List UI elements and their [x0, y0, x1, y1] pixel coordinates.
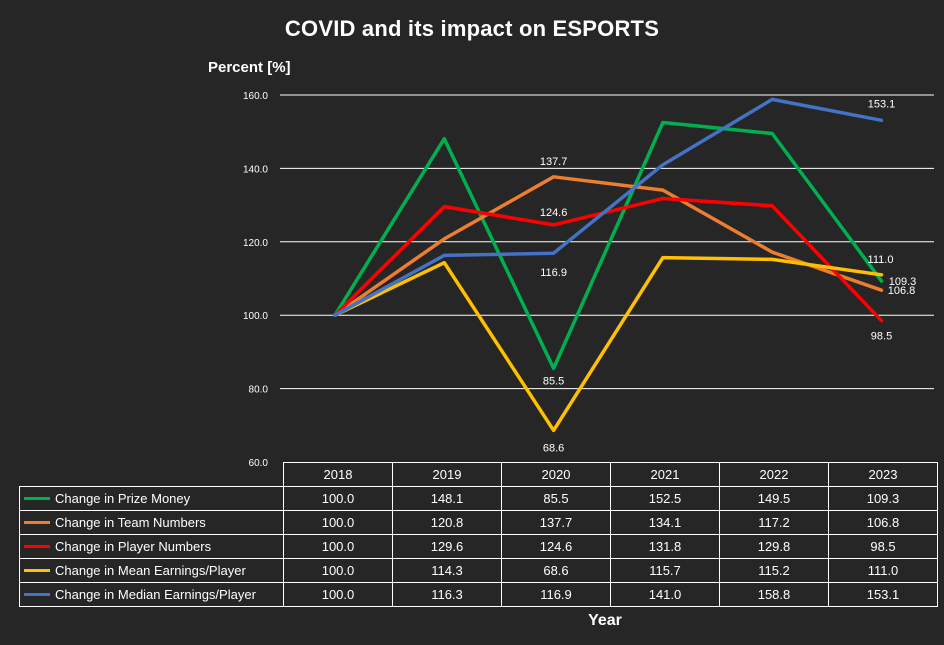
data-label: 124.6 — [540, 207, 568, 219]
table-cell: 109.3 — [828, 486, 938, 511]
series-line-1 — [333, 175, 884, 317]
data-label: 98.5 — [871, 331, 892, 343]
data-label: 85.5 — [543, 375, 564, 387]
table-row: Change in Prize Money 100.0 148.1 85.5 152.5… — [19, 486, 938, 511]
y-tick-label: 60.0 — [249, 458, 269, 469]
legend-key-icon — [24, 521, 50, 525]
legend-entry: Change in Mean Earnings/Player — [19, 558, 284, 583]
data-label: 137.7 — [540, 156, 568, 168]
y-tick-label: 120.0 — [243, 238, 268, 249]
table-cell: 100.0 — [283, 486, 393, 511]
legend-entry: Change in Median Earnings/Player — [19, 582, 284, 607]
legend-label: Change in Team Numbers — [55, 515, 206, 530]
table-corner — [20, 463, 284, 487]
table-cell: 116.3 — [392, 582, 502, 607]
table-cell: 117.2 — [719, 510, 829, 535]
table-header-year: 2022 — [719, 462, 829, 487]
table-cell: 115.2 — [719, 558, 829, 583]
table-header-year: 2020 — [501, 462, 611, 487]
y-axis-label: Percent [%] — [208, 59, 291, 76]
legend-key-icon — [24, 593, 50, 597]
table-cell: 141.0 — [610, 582, 720, 607]
data-label: 109.3 — [889, 276, 917, 288]
table-row: Change in Team Numbers 100.0 120.8 137.7 134… — [19, 510, 938, 535]
data-label: 116.9 — [540, 267, 567, 279]
table-cell: 120.8 — [392, 510, 502, 535]
table-cell: 131.8 — [610, 534, 720, 559]
legend-key-icon — [24, 569, 50, 573]
table-cell: 116.9 — [501, 582, 611, 607]
table-row: Change in Player Numbers 100.0 129.6 124.6 1… — [19, 534, 938, 559]
y-tick-label: 80.0 — [249, 385, 269, 396]
table-cell: 129.8 — [719, 534, 829, 559]
data-label: 68.6 — [543, 442, 564, 454]
table-cell: 114.3 — [392, 558, 502, 583]
chart-title: COVID and its impact on ESPORTS — [284, 16, 660, 41]
series-line-0 — [333, 120, 884, 371]
table-cell: 129.6 — [392, 534, 502, 559]
table-cell: 149.5 — [719, 486, 829, 511]
series-line-3 — [333, 255, 884, 433]
y-tick-label: 160.0 — [243, 91, 268, 102]
table-cell: 148.1 — [392, 486, 502, 511]
table-cell: 153.1 — [828, 582, 938, 607]
table-header-year: 2023 — [828, 462, 938, 487]
legend-entry: Change in Player Numbers — [19, 534, 284, 559]
legend-label: Change in Prize Money — [55, 491, 191, 506]
table-cell: 100.0 — [283, 510, 393, 535]
table-cell: 152.5 — [610, 486, 720, 511]
table-cell: 106.8 — [828, 510, 938, 535]
table-cell: 115.7 — [610, 558, 720, 583]
table-cell: 158.8 — [719, 582, 829, 607]
legend-key-icon — [24, 545, 50, 549]
table-cell: 100.0 — [283, 534, 393, 559]
legend-label: Change in Mean Earnings/Player — [55, 563, 246, 578]
legend-entry: Change in Team Numbers — [19, 510, 284, 535]
table-cell: 134.1 — [610, 510, 720, 535]
data-label: 153.1 — [868, 98, 896, 110]
table-header-year: 2018 — [283, 462, 393, 487]
series-line-2 — [333, 196, 884, 323]
data-label: 111.0 — [868, 254, 894, 266]
table-cell: 124.6 — [501, 534, 611, 559]
legend-label: Change in Median Earnings/Player — [55, 587, 256, 602]
table-header-year: 2021 — [610, 462, 720, 487]
table-cell: 137.7 — [501, 510, 611, 535]
table-cell: 100.0 — [283, 558, 393, 583]
legend-label: Change in Player Numbers — [55, 539, 212, 554]
data-table: 2018 2019 2020 2021 2022 2023 Change in Prize … — [19, 462, 938, 607]
y-tick-label: 140.0 — [243, 164, 268, 175]
data-label: 106.8 — [888, 285, 916, 297]
table-cell: 100.0 — [283, 582, 393, 607]
table-row: Change in Median Earnings/Player 100.0 116… — [19, 582, 938, 607]
legend-key-icon — [24, 497, 50, 501]
legend-entry: Change in Prize Money — [19, 486, 284, 511]
table-cell: 98.5 — [828, 534, 938, 559]
x-axis-label: Year — [588, 612, 622, 629]
table-header-row: 2018 2019 2020 2021 2022 2023 — [20, 462, 938, 487]
table-row: Change in Mean Earnings/Player 100.0 114.3… — [19, 558, 938, 583]
table-header-year: 2019 — [392, 462, 502, 487]
table-cell: 68.6 — [501, 558, 611, 583]
table-cell: 111.0 — [828, 558, 938, 583]
y-tick-label: 100.0 — [243, 311, 268, 322]
table-cell: 85.5 — [501, 486, 611, 511]
series-line-4 — [333, 97, 884, 317]
